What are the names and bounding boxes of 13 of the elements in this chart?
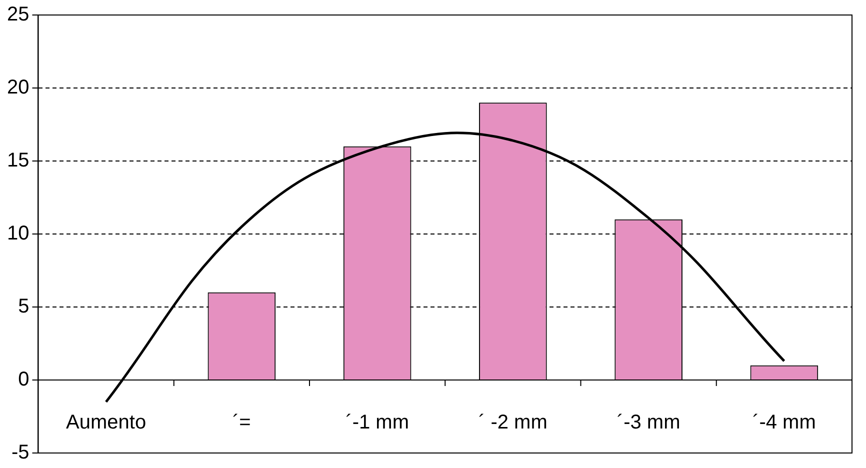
y-tick-label: 0 <box>18 368 30 391</box>
y-tick-label: 15 <box>6 150 30 172</box>
x-tick-label: Aumento <box>66 412 146 434</box>
x-tick-label: ´ -2 mm <box>478 412 548 434</box>
x-tick-label: ´-4 mm <box>752 412 816 434</box>
y-tick-label: -5 <box>11 442 30 464</box>
y-tick-label: 10 <box>6 222 30 245</box>
x-tick-label: ´-3 mm <box>616 412 680 434</box>
x-tick-label: ´= <box>232 412 251 434</box>
y-tick-label: 20 <box>6 76 30 99</box>
x-tick-label: ´-1 mm <box>346 412 409 434</box>
y-tick-label: 25 <box>6 4 30 26</box>
y-tick-label: 5 <box>18 296 30 318</box>
